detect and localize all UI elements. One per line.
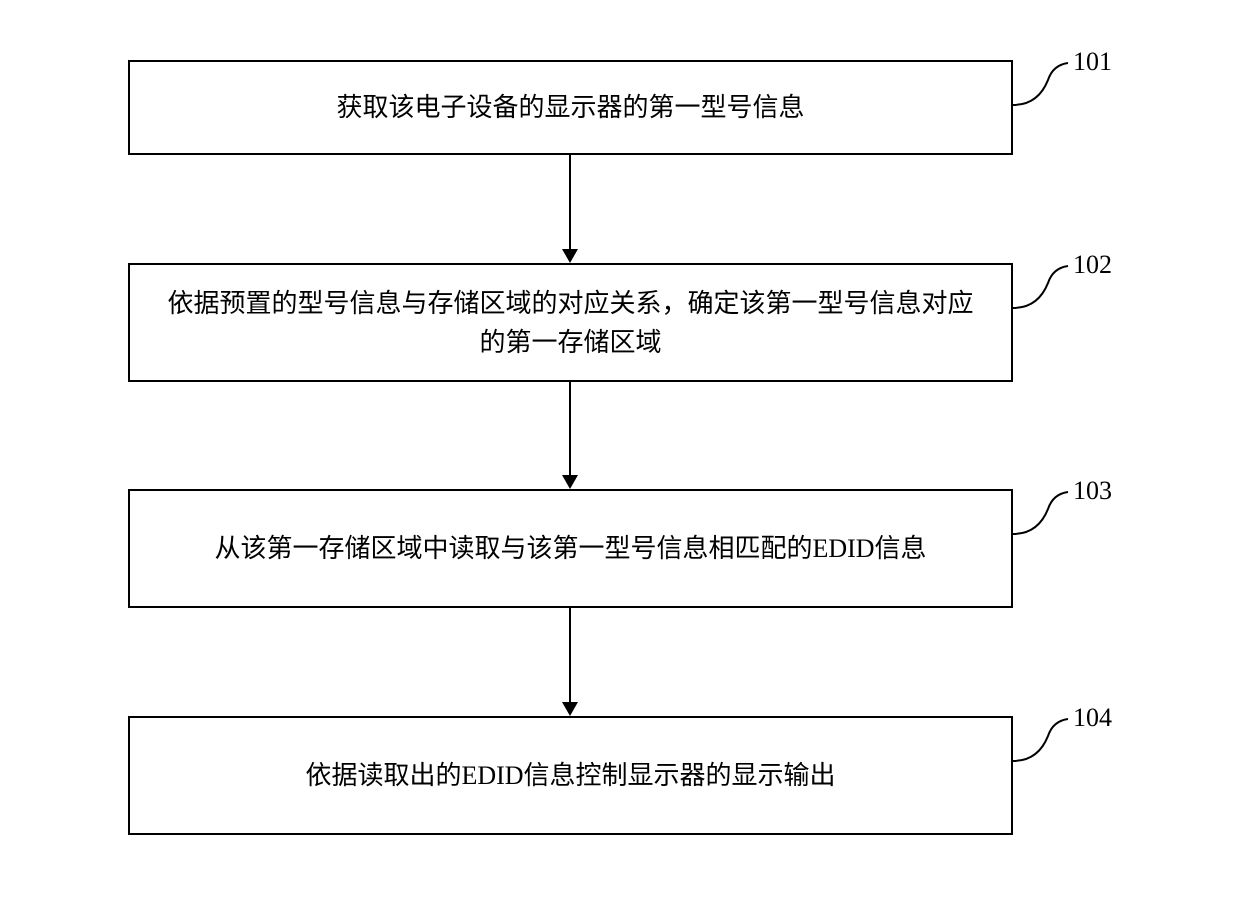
arrow-3-line: [569, 608, 571, 702]
box-2-text: 依据预置的型号信息与存储区域的对应关系，确定该第一型号信息对应的第一存储区域: [160, 284, 981, 362]
box-4-text: 依据读取出的EDID信息控制显示器的显示输出: [305, 756, 835, 795]
box-1-label: 101: [1073, 47, 1112, 77]
arrow-3-head: [562, 702, 578, 716]
leader-line-3: [1013, 484, 1073, 544]
flowchart-box-2: 依据预置的型号信息与存储区域的对应关系，确定该第一型号信息对应的第一存储区域: [128, 263, 1013, 382]
leader-line-2: [1013, 258, 1073, 318]
flowchart-container: 获取该电子设备的显示器的第一型号信息 101 依据预置的型号信息与存储区域的对应…: [0, 0, 1240, 919]
arrow-2-line: [569, 382, 571, 475]
arrow-1-head: [562, 249, 578, 263]
flowchart-box-3: 从该第一存储区域中读取与该第一型号信息相匹配的EDID信息: [128, 489, 1013, 608]
flowchart-box-4: 依据读取出的EDID信息控制显示器的显示输出: [128, 716, 1013, 835]
box-3-text: 从该第一存储区域中读取与该第一型号信息相匹配的EDID信息: [214, 529, 926, 568]
box-3-label: 103: [1073, 476, 1112, 506]
box-2-label: 102: [1073, 250, 1112, 280]
box-1-text: 获取该电子设备的显示器的第一型号信息: [336, 88, 804, 127]
arrow-2-head: [562, 475, 578, 489]
leader-line-1: [1013, 55, 1073, 115]
box-4-label: 104: [1073, 703, 1112, 733]
flowchart-box-1: 获取该电子设备的显示器的第一型号信息: [128, 60, 1013, 155]
arrow-1-line: [569, 155, 571, 249]
leader-line-4: [1013, 711, 1073, 771]
